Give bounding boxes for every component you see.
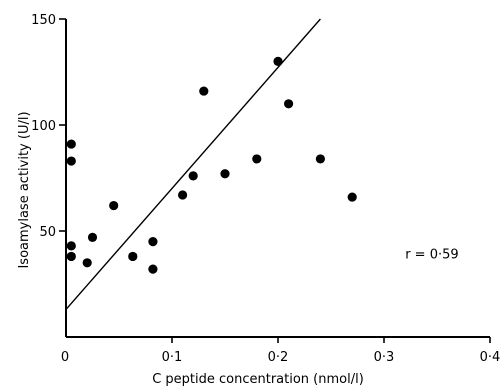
y-tick-label: 50 [39,225,56,240]
data-point [109,200,119,211]
y-tick-label: 150 [31,13,56,28]
data-point [284,99,294,109]
x-tick-label: 0·4 [480,350,501,365]
data-point [66,241,76,251]
regression-line [65,18,321,310]
data-point [188,171,198,181]
data-point [315,154,325,164]
data-point [178,190,188,200]
data-point [347,192,357,202]
data-point [128,251,138,262]
x-tick-label: 0·2 [268,350,289,365]
x-ticks: 0 0·1 0·2 0·3 0·4 [61,337,500,365]
y-axis-title: Isoamylase activity (U/l) [17,111,32,268]
data-points [66,56,357,274]
data-point [87,232,98,242]
x-tick-label: 0·3 [374,350,395,365]
data-point [66,251,76,262]
x-tick-label: 0·1 [162,350,183,365]
data-point [148,264,158,274]
data-point [82,258,92,268]
data-point [273,56,283,66]
plot-area: 50 100 150 0 0·1 0·2 0·3 0·4 [31,13,500,365]
data-point [148,237,158,247]
x-axis-title: C peptide concentration (nmol/l) [152,372,364,387]
data-point [220,169,230,179]
y-ticks: 50 100 150 [31,13,66,240]
data-point [66,156,76,166]
correlation-annotation: r = 0·59 [405,248,458,263]
x-origin-label: 0 [61,350,69,365]
data-point [66,139,76,149]
data-point [252,154,262,164]
data-point [199,86,209,96]
y-tick-label: 100 [31,119,56,134]
